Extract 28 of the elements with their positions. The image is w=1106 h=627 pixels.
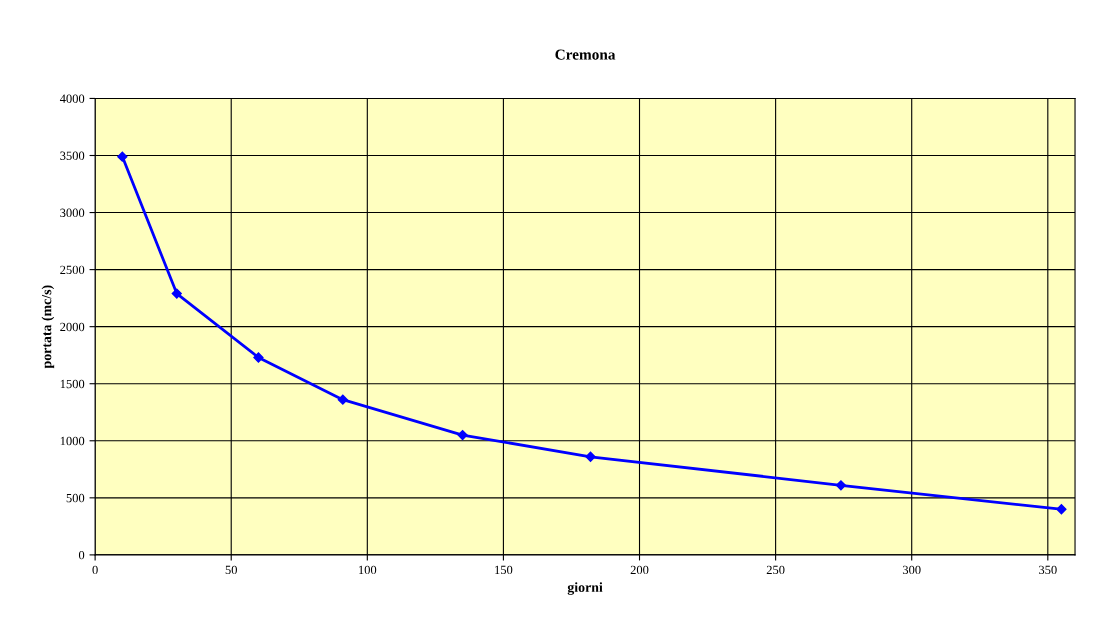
point bbox=[457, 429, 468, 441]
y-axis-title: portata (mc/s) bbox=[41, 285, 55, 369]
x-tick-label: 150 bbox=[495, 565, 513, 575]
chart-title: Cremona bbox=[555, 49, 616, 60]
y-tick-label: 1000 bbox=[60, 436, 85, 446]
point bbox=[171, 288, 182, 299]
point bbox=[585, 451, 596, 462]
y-tick-label: 3000 bbox=[60, 208, 85, 218]
point bbox=[337, 394, 348, 405]
y-tick-label: 2000 bbox=[60, 322, 85, 332]
y-tick-label: 0 bbox=[78, 550, 85, 560]
x-tick-label: 350 bbox=[1039, 565, 1057, 575]
y-tick-label: 1500 bbox=[60, 379, 85, 389]
x-tick-label: 250 bbox=[766, 565, 785, 575]
point bbox=[253, 352, 264, 363]
y-tick-label: 3500 bbox=[60, 151, 85, 160]
y-tick-label: 4000 bbox=[59, 94, 85, 103]
point bbox=[1056, 504, 1067, 515]
point bbox=[835, 480, 847, 491]
x-tick-label: 200 bbox=[630, 565, 649, 575]
x-tick-label: 100 bbox=[359, 565, 377, 575]
y-tick-label: 2500 bbox=[60, 265, 85, 275]
x-tick-label: 50 bbox=[225, 565, 237, 575]
y-tick-label: 500 bbox=[66, 493, 85, 503]
x-axis-title: giorni bbox=[567, 582, 603, 595]
point bbox=[117, 151, 128, 162]
x-tick-label: 300 bbox=[902, 565, 921, 575]
x-tick-label: 0 bbox=[92, 565, 98, 575]
